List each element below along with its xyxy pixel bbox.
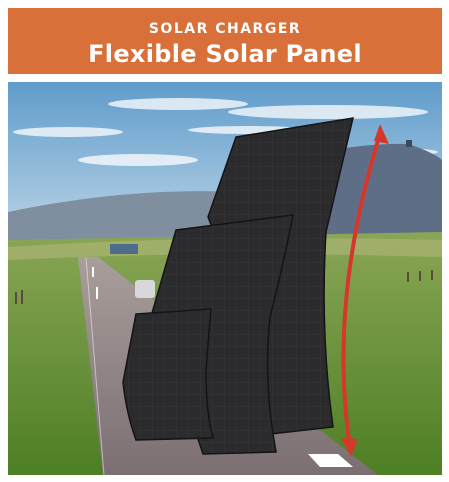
product-photo xyxy=(8,82,442,475)
fence xyxy=(15,270,433,304)
small-panel xyxy=(122,308,214,441)
subtitle: SOLAR CHARGER xyxy=(148,21,302,37)
page-title: Flexible Solar Panel xyxy=(88,40,362,68)
car xyxy=(135,280,155,298)
flex-arrow xyxy=(341,124,389,457)
tower xyxy=(406,140,412,147)
road-markings xyxy=(92,267,353,467)
scene-svg xyxy=(8,82,442,475)
road-sign xyxy=(110,244,138,254)
header-banner: SOLAR CHARGER Flexible Solar Panel xyxy=(8,8,442,74)
